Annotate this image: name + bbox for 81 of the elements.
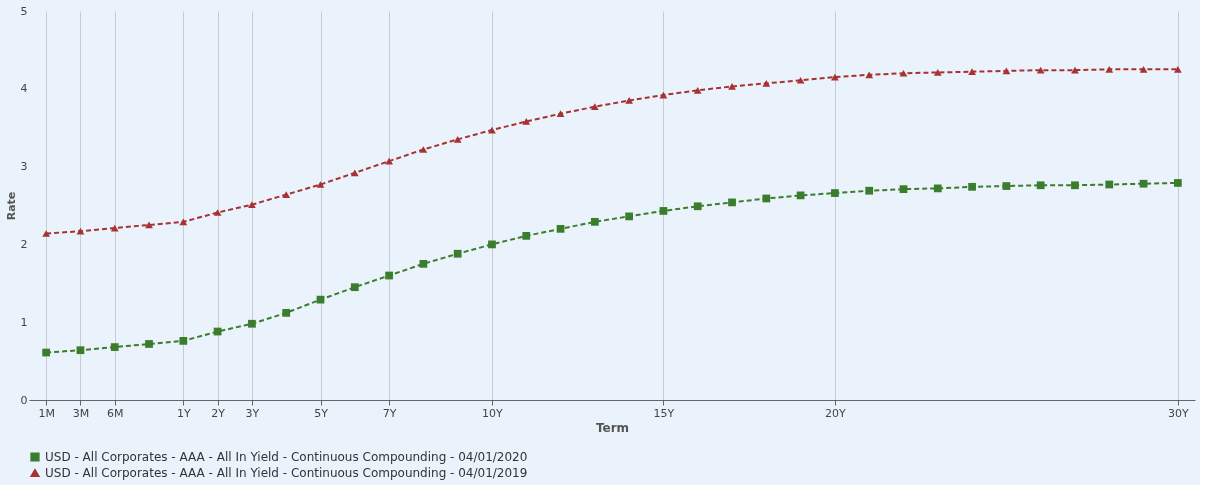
point — [625, 212, 634, 221]
point — [1105, 66, 1114, 73]
point — [145, 221, 153, 229]
x-tick-label: 15Y — [653, 406, 675, 420]
point — [1173, 179, 1182, 187]
x-tick-label: 2Y — [211, 406, 226, 420]
point — [488, 240, 496, 249]
legend-label: USD - All Corporates - AAA - All In Yield - Continuous Compounding - 04/01/2020 — [45, 450, 528, 464]
point — [831, 189, 839, 197]
point — [865, 71, 874, 79]
point — [213, 209, 222, 216]
point — [556, 110, 565, 118]
point — [76, 227, 85, 235]
x-tick-label: 30Y — [1167, 406, 1189, 420]
point — [762, 80, 771, 87]
point — [659, 207, 668, 215]
x-tick-label: 3Y — [245, 406, 260, 420]
x-axis-title: Term — [595, 420, 630, 435]
point — [933, 184, 942, 193]
point — [1173, 66, 1182, 73]
point — [968, 182, 976, 191]
point — [282, 191, 291, 198]
y-tick-label: 2 — [20, 237, 28, 251]
point — [248, 201, 256, 209]
point — [693, 202, 702, 211]
point — [453, 136, 462, 143]
point — [1036, 181, 1045, 190]
y-tick-label: 5 — [20, 4, 28, 18]
y-tick-label: 0 — [20, 393, 28, 407]
x-tick-label: 5Y — [314, 406, 329, 420]
x-tick-label: 20Y — [825, 406, 847, 420]
point — [899, 69, 908, 77]
point — [933, 69, 942, 76]
point — [590, 103, 599, 111]
point — [179, 218, 188, 226]
point — [179, 337, 188, 345]
point — [419, 259, 428, 268]
point — [556, 224, 565, 233]
point — [385, 157, 393, 165]
point — [1139, 66, 1148, 73]
point — [248, 319, 256, 328]
point — [728, 198, 736, 207]
point — [865, 186, 874, 195]
x-tick-label: 3M — [72, 406, 90, 420]
point — [1105, 180, 1114, 189]
point — [796, 76, 805, 84]
point — [282, 308, 291, 317]
point — [968, 68, 976, 76]
point — [453, 249, 462, 258]
point — [76, 346, 85, 355]
y-axis-title: Rate — [4, 191, 18, 221]
y-tick-label: 4 — [20, 82, 28, 96]
x-tick-label: 1Y — [176, 406, 191, 420]
point — [1071, 181, 1079, 190]
point — [590, 217, 599, 226]
point — [145, 340, 153, 348]
x-tick-label: 10Y — [482, 406, 504, 420]
y-tick-label: 1 — [20, 315, 28, 329]
point — [350, 283, 359, 292]
legend-label: USD - All Corporates - AAA - All In Yield - Continuous Compounding - 04/01/2019 — [45, 466, 528, 480]
point — [385, 271, 393, 280]
point — [316, 295, 325, 304]
point — [522, 231, 531, 240]
x-tick-label: 1M — [38, 406, 55, 420]
point — [1139, 179, 1148, 188]
point — [316, 181, 325, 188]
point — [899, 185, 908, 194]
point — [762, 194, 771, 203]
point — [693, 87, 702, 94]
x-tick-label: 6M — [106, 406, 124, 420]
x-tick-label: 7Y — [382, 406, 397, 420]
point — [42, 230, 51, 237]
point — [1002, 182, 1011, 190]
point — [419, 146, 428, 153]
y-tick-label: 3 — [20, 160, 28, 174]
point — [728, 83, 736, 90]
point — [110, 343, 119, 351]
point — [625, 97, 634, 104]
point — [522, 118, 531, 125]
point — [42, 348, 51, 357]
point — [350, 169, 359, 177]
